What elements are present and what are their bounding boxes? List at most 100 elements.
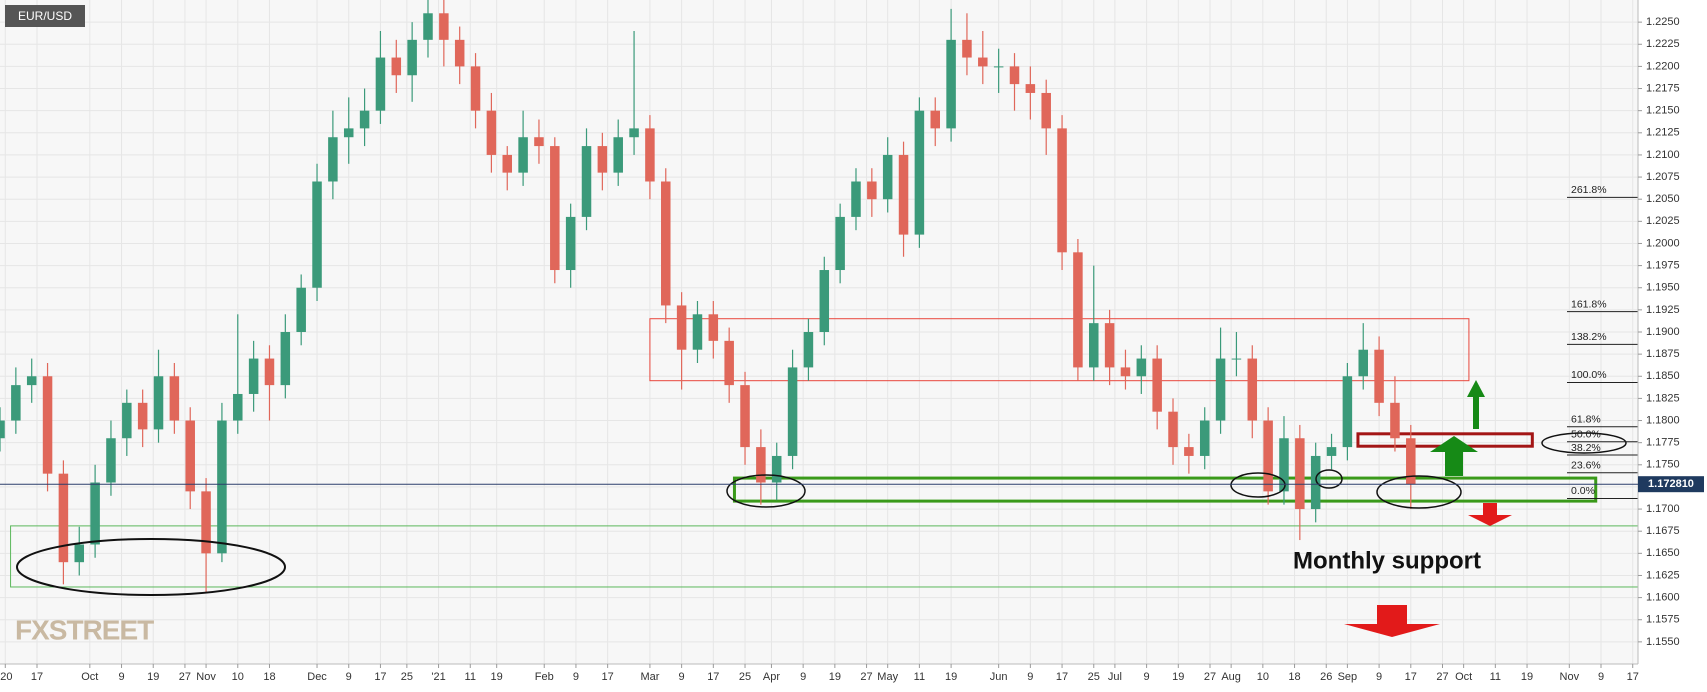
candle-body [914, 110, 925, 235]
y-tick-label: 1.2225 [1646, 38, 1680, 50]
x-tick-label: Feb [535, 671, 554, 683]
candle-body [946, 39, 956, 129]
candle-body [676, 305, 687, 350]
candle-body [1009, 66, 1020, 85]
y-tick-label: 1.1925 [1646, 304, 1680, 316]
x-tick-label: Mar [640, 671, 659, 683]
candle-body [771, 455, 782, 483]
candle-body [502, 154, 513, 173]
fib-label: 38.2% [1571, 442, 1601, 454]
candle-body [645, 128, 655, 182]
candle-body [1326, 447, 1337, 456]
x-tick-label: 10 [1257, 671, 1269, 683]
candle-body [930, 110, 941, 129]
ellipse [726, 474, 806, 508]
fib-label: 261.8% [1571, 184, 1607, 196]
x-tick-label: 17 [374, 671, 386, 683]
candle-body [122, 402, 132, 439]
fib-label: 100.0% [1571, 369, 1607, 381]
candle-body [169, 376, 180, 421]
symbol-badge [5, 5, 85, 27]
candle-body [993, 66, 1004, 68]
candle-body [851, 181, 861, 217]
candle-body [978, 57, 988, 67]
candle-body [0, 420, 5, 439]
x-tick-label: 9 [1376, 671, 1382, 683]
x-tick-label: Oct [81, 671, 98, 683]
y-tick-label: 1.2250 [1646, 16, 1680, 28]
candle-body [423, 13, 433, 40]
candle-body [11, 385, 21, 421]
candle-body [328, 137, 338, 182]
candle-body [581, 146, 592, 217]
candle-body [233, 393, 243, 421]
fib-label: 50.0% [1571, 429, 1601, 441]
y-tick-label: 1.1675 [1646, 525, 1680, 537]
candle-body [74, 544, 85, 563]
y-tick-label: 1.1875 [1646, 348, 1680, 360]
x-tick-label: 27 [1436, 671, 1448, 683]
x-tick-label: 19 [945, 671, 957, 683]
x-tick-label: 11 [1490, 671, 1501, 683]
symbol: EUR/USD [18, 9, 72, 23]
x-tick-label: Aug [1221, 671, 1241, 683]
candle-body [1184, 447, 1194, 456]
candle-body [280, 332, 291, 386]
arrow-down [1468, 503, 1512, 526]
y-tick-label: 1.1975 [1646, 260, 1680, 272]
x-tick-label: 9 [573, 671, 579, 683]
candle-body [1358, 349, 1368, 377]
candle-body [1041, 92, 1051, 129]
candle-body [692, 314, 703, 350]
y-tick-label: 1.1750 [1646, 459, 1680, 471]
x-tick-label: 9 [800, 671, 806, 683]
y-tick-label: 1.2025 [1646, 215, 1680, 227]
candle-body [439, 13, 449, 40]
candle-body [629, 128, 639, 138]
x-tick-label: Oct [1455, 671, 1472, 683]
candle-body [26, 376, 37, 386]
x-tick-label: '21 [431, 671, 445, 683]
y-tick-label: 1.1900 [1646, 326, 1680, 338]
candle-body [42, 376, 53, 474]
candle-body [787, 367, 798, 456]
candle-body [58, 473, 69, 563]
x-tick-label: 19 [1172, 671, 1184, 683]
y-tick-label: 1.1600 [1646, 592, 1680, 604]
y-tick-label: 1.1625 [1646, 569, 1680, 581]
x-tick-label: 10 [232, 671, 244, 683]
ellipse [1230, 472, 1286, 498]
y-tick-label: 1.2100 [1646, 149, 1680, 161]
candle-body [1152, 358, 1162, 412]
candle-body [1263, 420, 1273, 492]
candle-body [803, 332, 814, 368]
candle-body [1406, 438, 1416, 485]
y-tick-label: 1.1650 [1646, 547, 1680, 559]
x-tick-label: 9 [346, 671, 352, 683]
candle-body [312, 181, 322, 288]
x-tick-label: 9 [1144, 671, 1150, 683]
arrow-up [1430, 436, 1478, 476]
candle-body [407, 39, 417, 76]
candle-body [201, 491, 211, 554]
candle-body [518, 137, 528, 173]
x-tick-label: Nov [196, 671, 216, 683]
candle-body [867, 181, 877, 200]
candle-body [1215, 358, 1226, 421]
x-tick-label: 17 [707, 671, 719, 683]
fib-label: 161.8% [1571, 298, 1607, 310]
x-tick-label: Nov [1560, 671, 1580, 683]
candle-body [90, 482, 100, 545]
candle-body [534, 137, 544, 147]
x-tick-label: 9 [679, 671, 685, 683]
x-tick-label: 27 [1204, 671, 1216, 683]
arrow-up [1467, 380, 1485, 429]
candle-body [898, 154, 909, 235]
candle-body [153, 376, 164, 430]
candle-body [137, 402, 148, 430]
x-tick-label: Apr [763, 671, 780, 683]
candle-body [1104, 323, 1115, 368]
candle-body [106, 438, 116, 483]
